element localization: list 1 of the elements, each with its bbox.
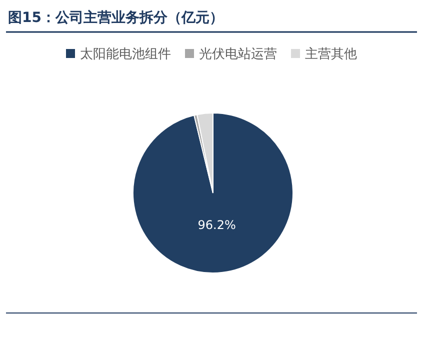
title: 图15：公司主营业务拆分（亿元） [8, 10, 224, 26]
